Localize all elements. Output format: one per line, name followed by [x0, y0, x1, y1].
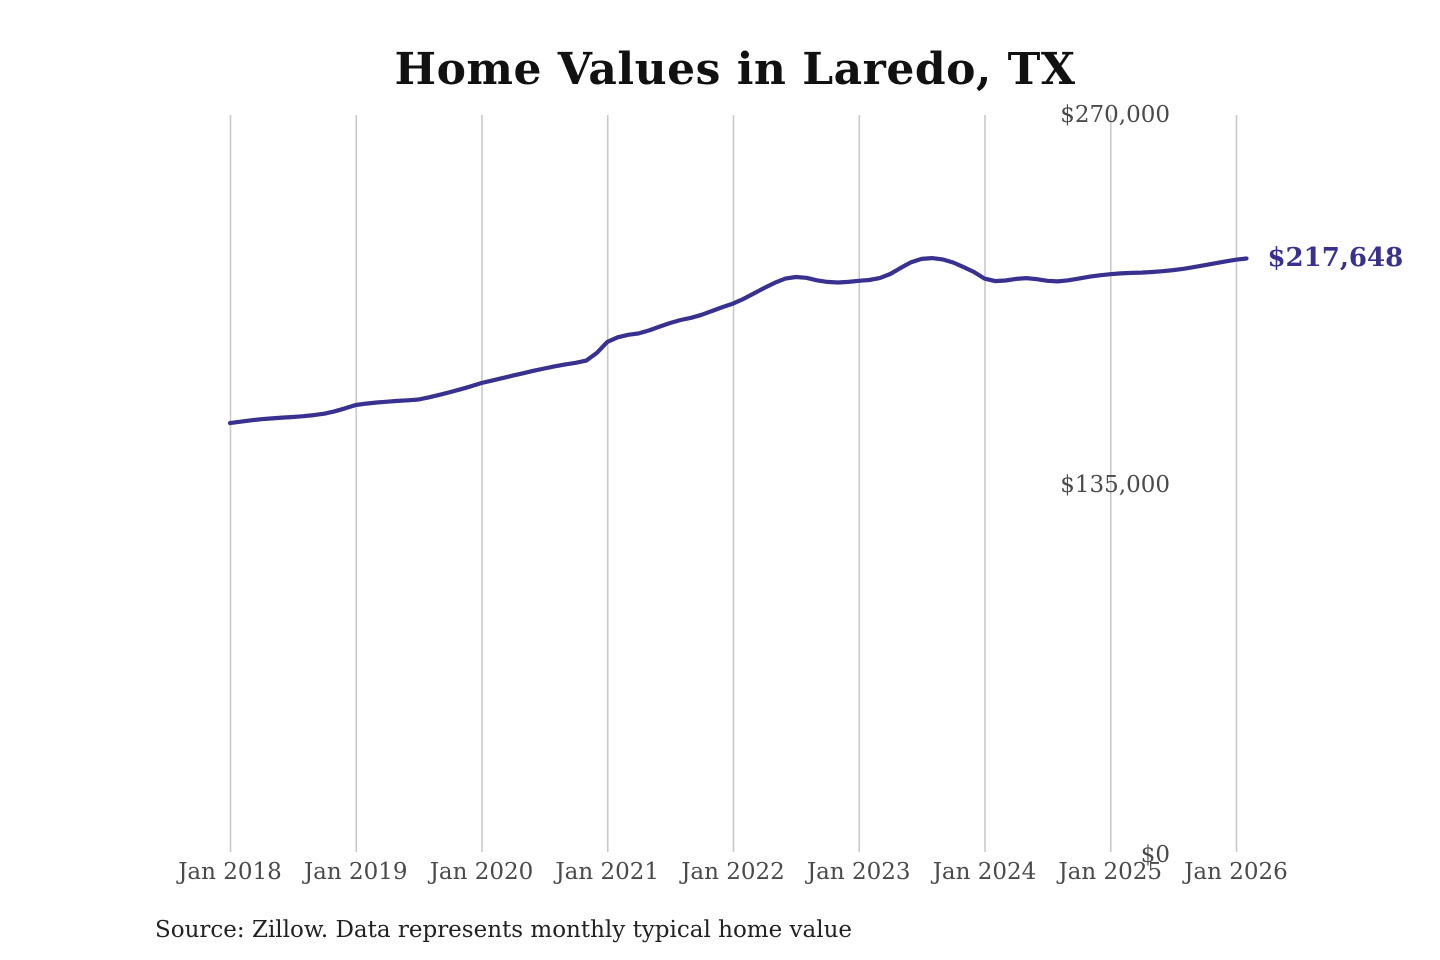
x-tick-label: Jan 2025	[1058, 859, 1163, 885]
x-tick-label: Jan 2019	[303, 859, 408, 885]
x-tick-label: Jan 2021	[555, 859, 660, 885]
x-tick-label: Jan 2026	[1184, 859, 1288, 885]
x-tick-label: Jan 2024	[932, 859, 1037, 885]
latest-value-label: $217,648	[1267, 243, 1404, 274]
y-tick-label: $0	[1140, 842, 1170, 868]
gridlines	[229, 115, 1238, 852]
x-tick-label: Jan 2020	[429, 859, 534, 885]
y-tick-label: $135,000	[1060, 472, 1170, 498]
y-tick-label: $270,000	[1060, 102, 1170, 128]
source-note: Source: Zillow. Data represents monthly …	[155, 917, 853, 943]
x-tick-label: Jan 2023	[806, 859, 911, 885]
x-tick-label: Jan 2018	[178, 859, 282, 885]
x-tick-label: Jan 2022	[681, 859, 785, 885]
chart-title: Home Values in Laredo, TX	[394, 44, 1076, 95]
home-value-line	[227, 256, 1249, 426]
